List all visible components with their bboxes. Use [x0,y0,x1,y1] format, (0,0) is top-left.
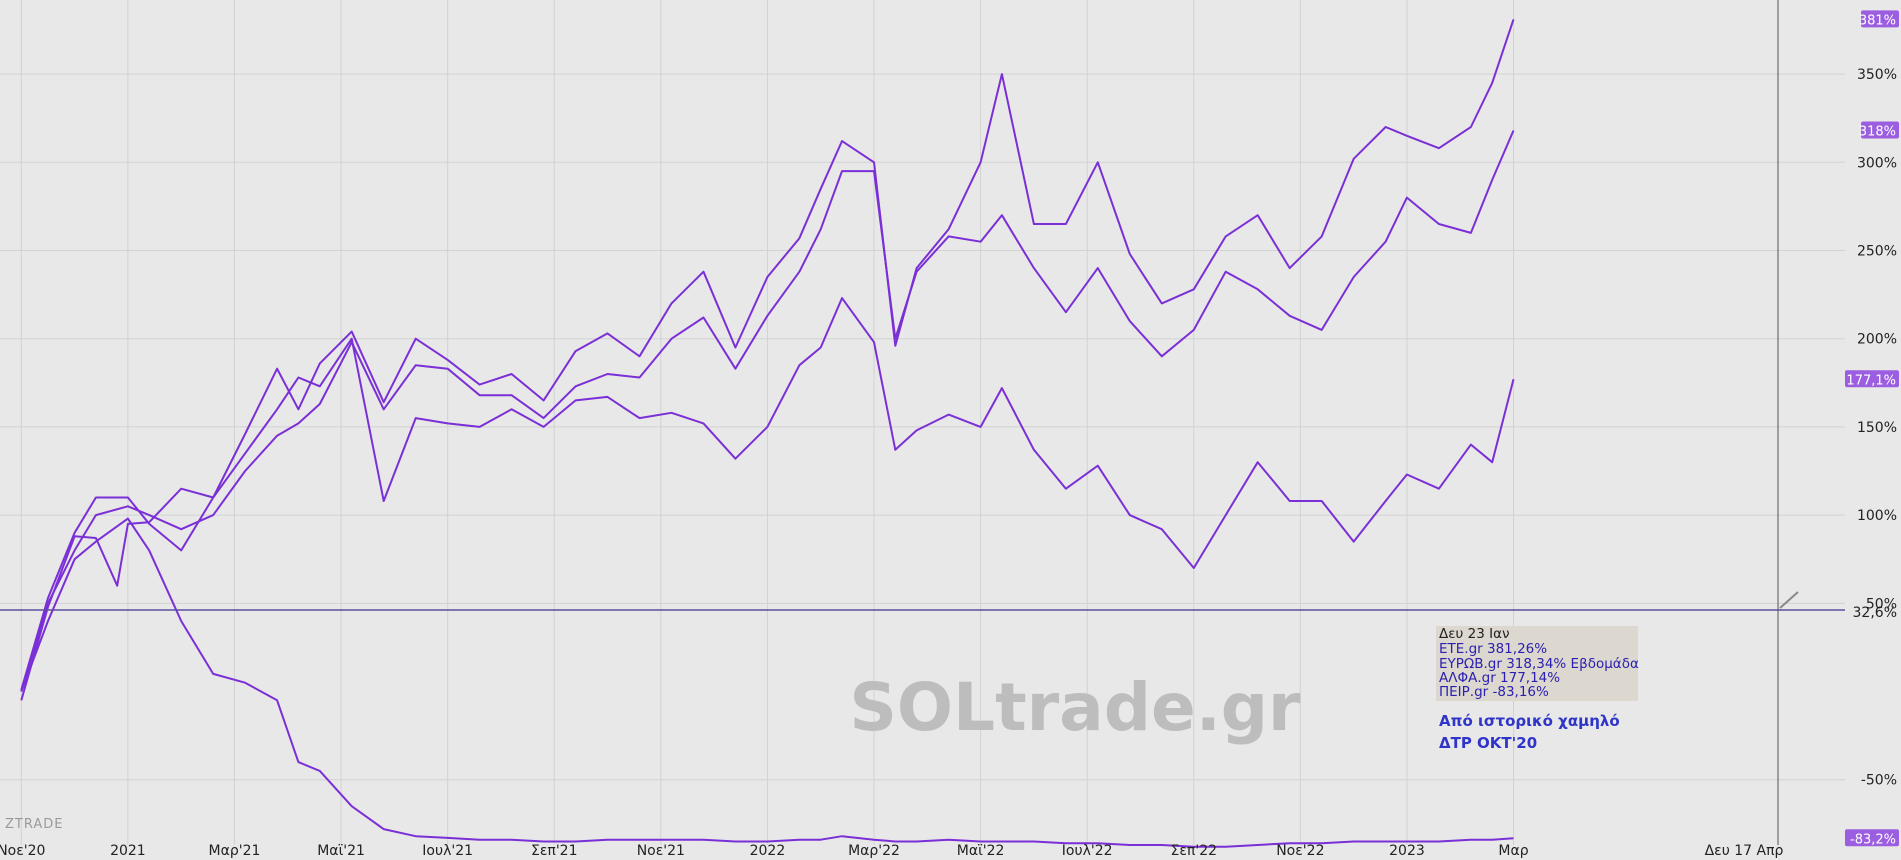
y-tick-label: 300% [1857,155,1897,171]
y-tick-label: -50% [1861,773,1897,789]
y-tick-label: 50% [1866,596,1897,612]
x-tick-label: Μαϊ'22 [957,843,1005,859]
x-tick-label: Μαρ'22 [848,843,900,859]
pencil-cursor-icon[interactable] [1779,591,1799,609]
series-line-2 [20,297,1515,701]
x-tick-label: Μαϊ'21 [317,843,365,859]
series-end-labels: 381% 318% 177,1% -83,2% [1845,10,1899,847]
series-end-label: 177,1% [1846,373,1896,388]
x-tick-label: Σεπ'21 [531,843,578,859]
grid [0,0,1845,845]
series-end-label: -83,2% [1850,832,1896,847]
series-end-label-bg [1861,121,1899,139]
y-tick-label: 250% [1857,244,1897,260]
x-tick-label: Μαρ'21 [209,843,261,859]
x-axis: Νοε'20 2021 Μαρ'21 Μαϊ'21 Ιουλ'21 Σεπ'21 Νοε'2… [0,843,1529,859]
annotation-line-2: ΔΤΡ ΟΚΤ'20 [1439,734,1537,752]
x-tick-label: 2022 [750,843,786,859]
series-line-1 [20,130,1515,692]
x-tick-label: 2023 [1389,843,1425,859]
series-line-0 [20,19,1515,691]
crosshair-value-label: 32,6% [1853,605,1897,621]
tooltip-line-eurob: ΕΥΡΩΒ.gr 318,34% Εβδομάδα [1439,656,1639,672]
x-tick-label: Ιουλ'22 [1062,843,1113,859]
y-tick-label: 150% [1857,420,1897,436]
tooltip-line-peir: ΠΕΙΡ.gr -83,16% [1439,684,1549,700]
y-tick-label: 100% [1857,508,1897,524]
series-end-label: 318% [1859,125,1896,140]
series-end-label-bg [1845,370,1899,388]
x-tick-label: Μαρ [1498,843,1528,859]
brand-logo: ZTRADE [5,817,63,832]
watermark: SOLtrade.gr [849,669,1301,746]
y-tick-label: 200% [1857,332,1897,348]
x-tick-label: Νοε'20 [0,843,45,859]
x-tick-label: Σεπ'22 [1171,843,1218,859]
x-tick-label: Νοε'22 [1276,843,1324,859]
crosshair-date-label: Δευ 17 Απρ [1705,843,1784,859]
series-end-label: 381% [1859,13,1896,28]
series-layer [20,19,1515,848]
tooltip-box [1436,626,1638,701]
x-tick-label: Ιουλ'21 [422,843,473,859]
series-end-label-bg [1861,10,1899,28]
tooltip-line-ete: ΕΤΕ.gr 381,26% [1439,641,1547,657]
x-tick-label: 2021 [110,843,146,859]
tooltip-line-alpha: ΑΛΦΑ.gr 177,14% [1439,670,1560,686]
series-end-label-bg [1845,829,1899,847]
y-axis: 350% 300% 250% 200% 150% 100% 50% -50% [1857,67,1897,789]
y-tick-label: 350% [1857,67,1897,83]
x-tick-label: Νοε'21 [637,843,685,859]
series-line-3 [20,517,1514,848]
tooltip-date: Δευ 23 Ιαν [1439,626,1510,642]
annotation-line-1: Από ιστορικό χαμηλό [1439,712,1620,730]
